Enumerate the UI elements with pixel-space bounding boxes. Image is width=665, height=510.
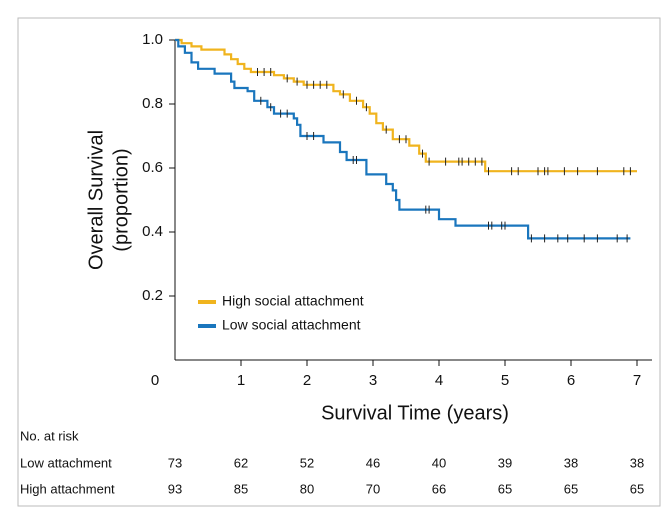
risk-count: 66	[432, 481, 446, 496]
risk-count: 65	[564, 481, 578, 496]
x-tick-label: 5	[501, 372, 509, 389]
survival-curve	[175, 38, 631, 240]
risk-count: 85	[234, 481, 248, 496]
x-tick-label: 1	[237, 372, 245, 389]
survival-curve	[175, 38, 637, 173]
x-tick-label: 0	[151, 372, 159, 389]
risk-count: 52	[300, 455, 314, 470]
x-axis-title: Survival Time (years)	[321, 402, 509, 424]
y-axis-title: Overall Survival	[85, 130, 107, 270]
legend-label: Low social attachment	[222, 317, 361, 333]
risk-row-label: High attachment	[20, 481, 115, 496]
x-tick-label: 6	[567, 372, 575, 389]
y-tick-label: 1.0	[142, 31, 163, 48]
legend-label: High social attachment	[222, 293, 364, 309]
risk-count: 65	[630, 481, 644, 496]
risk-count: 46	[366, 455, 380, 470]
y-tick-label: 0.6	[142, 159, 163, 176]
risk-count: 40	[432, 455, 446, 470]
y-axis-title: (proportion)	[110, 148, 132, 251]
x-tick-label: 7	[633, 372, 641, 389]
risk-count: 39	[498, 455, 512, 470]
y-tick-label: 0.2	[142, 287, 163, 304]
risk-table-title: No. at risk	[20, 428, 79, 443]
risk-count: 38	[630, 455, 644, 470]
risk-count: 80	[300, 481, 314, 496]
risk-count: 73	[168, 455, 182, 470]
x-tick-label: 2	[303, 372, 311, 389]
x-tick-label: 3	[369, 372, 377, 389]
risk-row-label: Low attachment	[20, 455, 112, 470]
y-tick-label: 0.4	[142, 223, 163, 240]
y-tick-label: 0.8	[142, 95, 163, 112]
risk-count: 93	[168, 481, 182, 496]
risk-count: 70	[366, 481, 380, 496]
risk-count: 62	[234, 455, 248, 470]
x-tick-label: 4	[435, 372, 443, 389]
risk-count: 65	[498, 481, 512, 496]
risk-count: 38	[564, 455, 578, 470]
frame	[17, 17, 661, 507]
